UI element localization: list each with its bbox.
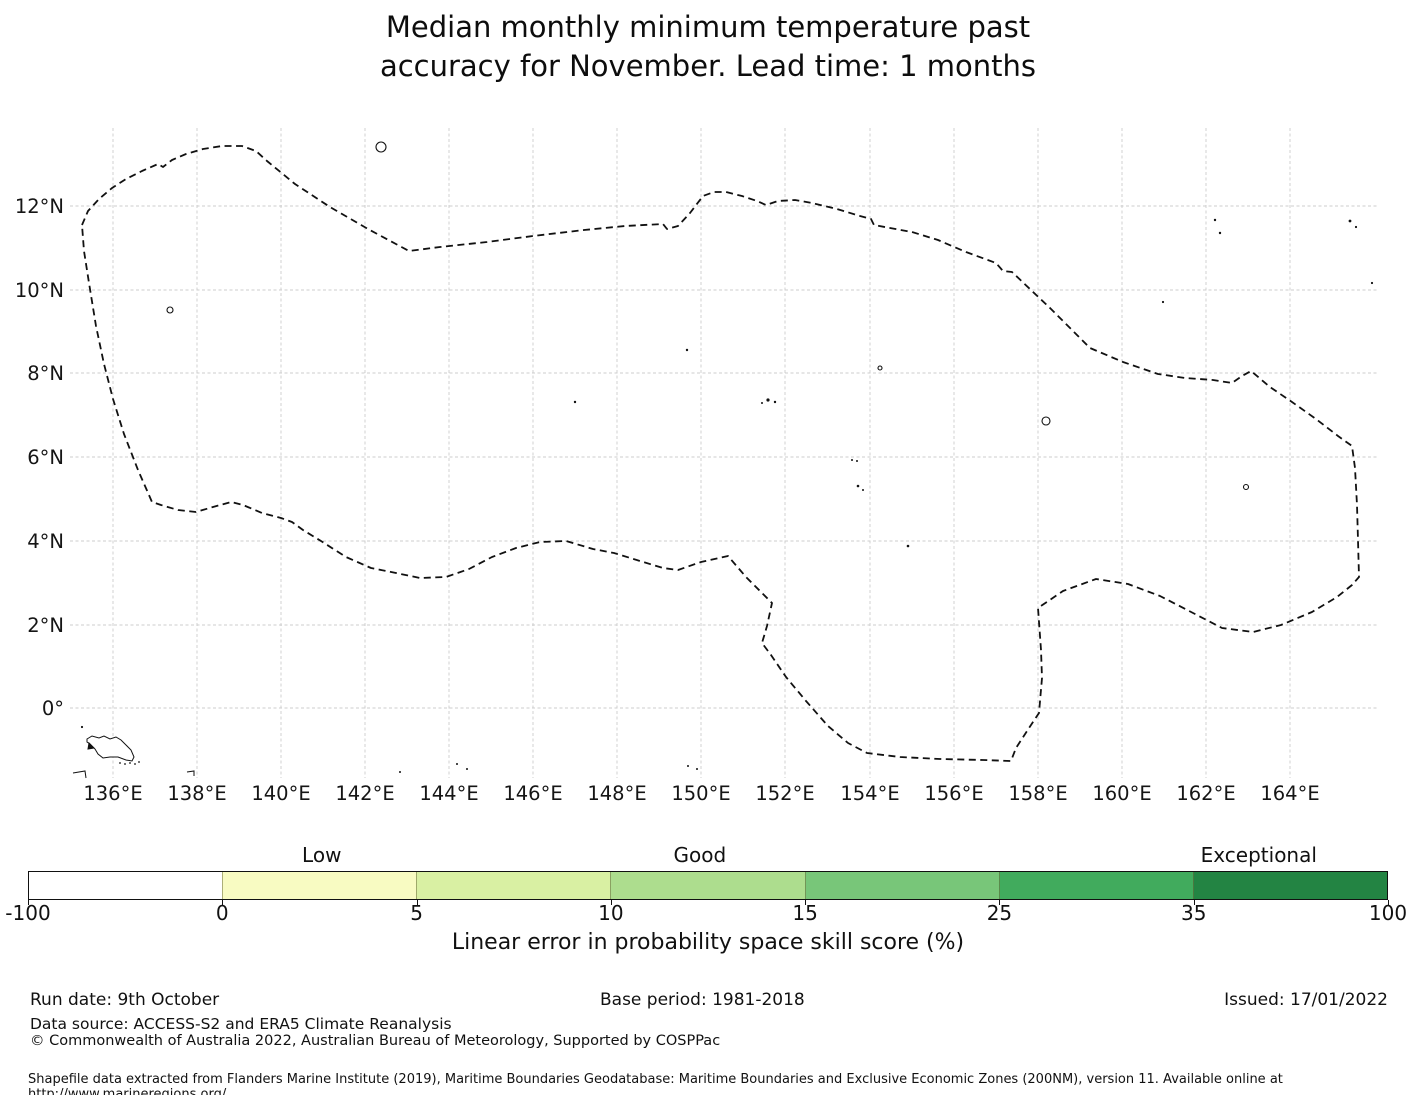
island-dot <box>685 348 689 352</box>
island-outline <box>877 365 883 371</box>
x-tick-label: 142°E <box>335 782 394 805</box>
colorbar <box>28 871 1388 900</box>
shapefile-attribution-text: Shapefile data extracted from Flanders M… <box>28 1072 1283 1095</box>
x-tick-label: 140°E <box>251 782 310 805</box>
figure-title: Median monthly minimum temperature past … <box>0 8 1416 86</box>
island-dot <box>124 763 126 765</box>
island-outline <box>375 141 387 153</box>
island-dot <box>766 398 770 402</box>
colorbar-tick-label: 10 <box>598 901 624 925</box>
island-dot <box>906 544 910 548</box>
island-dot <box>80 725 84 729</box>
x-tick-label: 158°E <box>1008 782 1067 805</box>
island-dot <box>687 765 689 767</box>
x-tick-label: 144°E <box>419 782 478 805</box>
island-dot <box>573 400 577 404</box>
x-tick-label: 146°E <box>503 782 562 805</box>
copyright-text: © Commonwealth of Australia 2022, Austra… <box>30 1033 721 1049</box>
island-dot <box>129 762 131 764</box>
island-dot <box>851 459 853 461</box>
y-tick-label: 4°N <box>27 530 64 553</box>
colorbar-segment <box>29 872 223 899</box>
colorbar-tick-label: -100 <box>5 901 51 925</box>
colorbar-tick-mark <box>999 900 1001 905</box>
x-tick-label: 154°E <box>840 782 899 805</box>
colorbar-caption: Linear error in probability space skill … <box>451 930 965 955</box>
island-dot <box>1161 300 1165 304</box>
island-dot <box>1348 219 1352 223</box>
colorbar-tick-label: 100 <box>1368 901 1408 925</box>
island-dot <box>399 771 401 773</box>
coastline <box>72 770 87 779</box>
colorbar-category-label: Exceptional <box>1200 843 1317 867</box>
x-tick-label: 136°E <box>83 782 142 805</box>
x-tick-label: 148°E <box>587 782 646 805</box>
base-period-text: Base period: 1981-2018 <box>600 990 805 1010</box>
island-dot <box>134 763 136 765</box>
island-dot <box>1218 231 1222 235</box>
x-tick-label: 138°E <box>167 782 226 805</box>
x-tick-label: 150°E <box>671 782 730 805</box>
island-outline <box>166 306 174 314</box>
x-tick-label: 160°E <box>1092 782 1151 805</box>
colorbar-segment <box>1192 872 1387 899</box>
island-outline <box>1242 483 1250 491</box>
colorbar-segment <box>804 872 999 899</box>
island-dot <box>119 762 121 764</box>
x-tick-label: 156°E <box>924 782 983 805</box>
island-dot <box>856 484 860 488</box>
colorbar-segment <box>610 872 805 899</box>
island-dot <box>773 400 777 404</box>
eez-boundary-outline <box>81 145 1360 762</box>
island-dot <box>1354 225 1358 229</box>
colorbar-tick-mark <box>416 900 418 905</box>
issued-date-text: Issued: 17/01/2022 <box>1224 990 1388 1010</box>
island-dot <box>696 768 698 770</box>
y-tick-label: 2°N <box>27 614 64 637</box>
colorbar-tick-label: 25 <box>986 901 1013 925</box>
y-tick-label: 6°N <box>27 446 64 469</box>
colorbar-tick-mark <box>222 900 224 905</box>
colorbar-tick-mark <box>610 900 612 905</box>
title-line-2: accuracy for November. Lead time: 1 mont… <box>379 49 1037 83</box>
colorbar-tick-label: 15 <box>792 901 818 925</box>
x-tick-label: 152°E <box>755 782 814 805</box>
coastline <box>87 741 96 750</box>
data-source-text: Data source: ACCESS-S2 and ERA5 Climate … <box>30 1015 452 1033</box>
colorbar-segment <box>998 872 1193 899</box>
colorbar-tick-mark <box>28 900 29 905</box>
colorbar-segment <box>416 872 611 899</box>
island-dot <box>862 489 864 491</box>
colorbar-segment <box>222 872 417 899</box>
y-tick-label: 12°N <box>15 195 64 218</box>
colorbar-tick-mark <box>1388 900 1389 905</box>
y-tick-label: 8°N <box>27 362 64 385</box>
island-outline <box>1041 416 1051 426</box>
island-dot <box>856 460 858 462</box>
y-tick-label: 10°N <box>15 279 64 302</box>
colorbar-tick-label: 35 <box>1180 901 1207 925</box>
island-dot <box>138 761 140 763</box>
eez-map: 136°E 138°E 140°E 142°E 144°E 146°E 148°E 150°E… <box>15 128 1379 805</box>
island-dot <box>1213 218 1217 222</box>
coastline <box>86 735 135 762</box>
x-tick-label: 164°E <box>1260 782 1319 805</box>
run-date-text: Run date: 9th October <box>30 990 220 1010</box>
x-tick-label: 162°E <box>1176 782 1235 805</box>
coastline <box>186 770 195 776</box>
island-dot <box>1370 281 1374 285</box>
colorbar-tick-mark <box>805 900 807 905</box>
y-tick-label: 0° <box>42 697 64 720</box>
colorbar-tick-label: 0 <box>215 901 229 925</box>
colorbar-category-label: Low <box>302 843 342 867</box>
title-line-1: Median monthly minimum temperature past <box>385 10 1031 44</box>
colorbar-tick-label: 5 <box>410 901 423 925</box>
colorbar-tick-mark <box>1193 900 1195 905</box>
island-dot <box>761 402 763 404</box>
island-dot <box>456 763 458 765</box>
island-dot <box>466 768 468 770</box>
colorbar-category-label: Good <box>673 843 727 867</box>
